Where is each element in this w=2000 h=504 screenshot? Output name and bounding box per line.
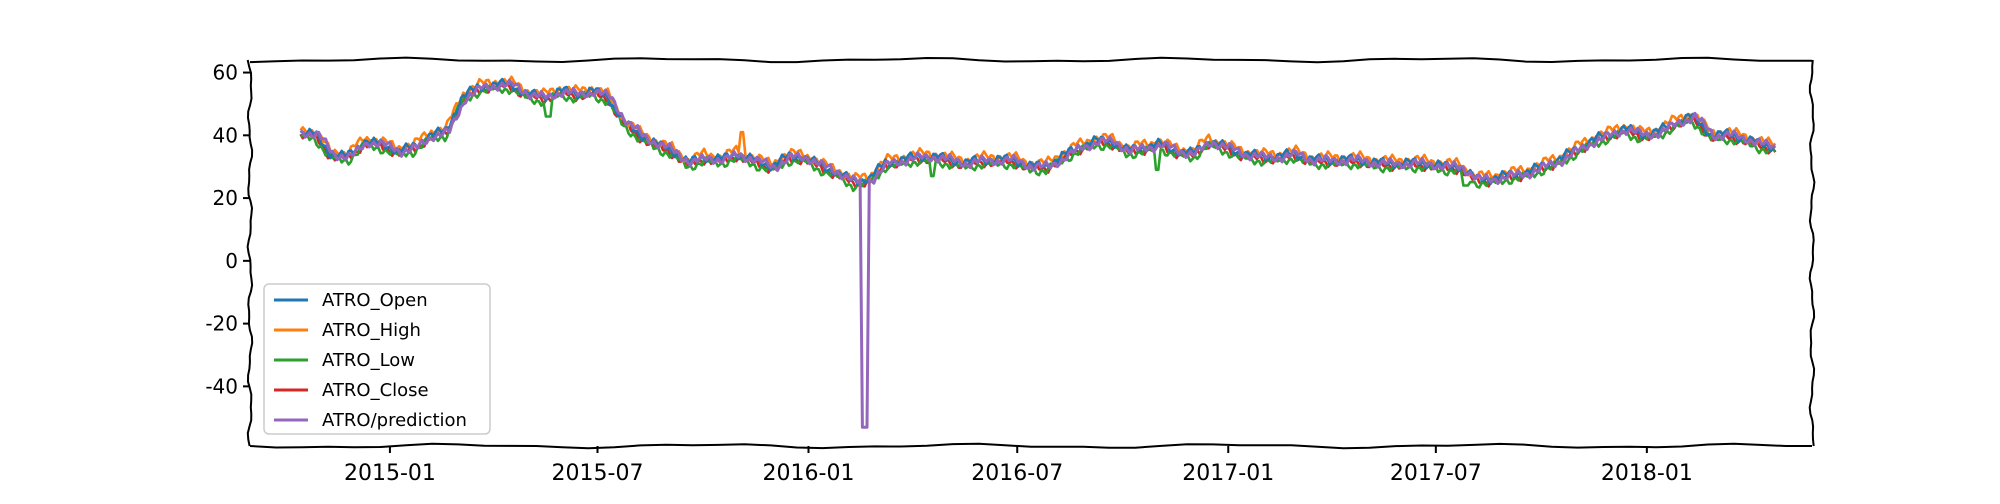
series-line [299,78,1776,429]
y-tick-label: 0 [225,249,238,273]
y-tick-label: 20 [213,186,238,210]
series-atro-prediction [299,78,1776,429]
legend-box [263,283,491,435]
series-layer [299,75,1777,429]
x-tick-label: 2018-01 [1601,461,1693,486]
x-tick-label: 2016-07 [971,461,1063,486]
series-atro-open [300,77,1777,186]
legend-label: ATRO_Low [322,350,415,371]
y-tick-label: 60 [213,61,238,85]
legend-label: ATRO_Close [322,380,429,401]
legend-label: ATRO_Open [322,290,428,311]
y-axis: 60 40 20 0 -20 -40 [205,61,250,398]
x-tick-label: 2015-07 [552,461,644,486]
x-axis: 2015-01 2015-07 2016-01 2016-07 2017-01 2017-… [344,446,1693,486]
series-line [300,77,1777,186]
plot-frame [246,56,1816,450]
legend-label: ATRO/prediction [322,410,467,431]
x-tick-label: 2017-01 [1182,461,1274,486]
x-tick-label: 2017-07 [1390,461,1482,486]
legend-label: ATRO_High [322,320,421,341]
x-tick-label: 2016-01 [763,461,855,486]
y-tick-label: -20 [205,312,238,336]
x-tick-label: 2015-01 [344,461,436,486]
y-tick-label: 40 [213,123,238,147]
y-tick-label: -40 [205,374,238,398]
legend: ATRO_Open ATRO_High ATRO_Low ATRO_Close ATRO… [263,283,491,435]
